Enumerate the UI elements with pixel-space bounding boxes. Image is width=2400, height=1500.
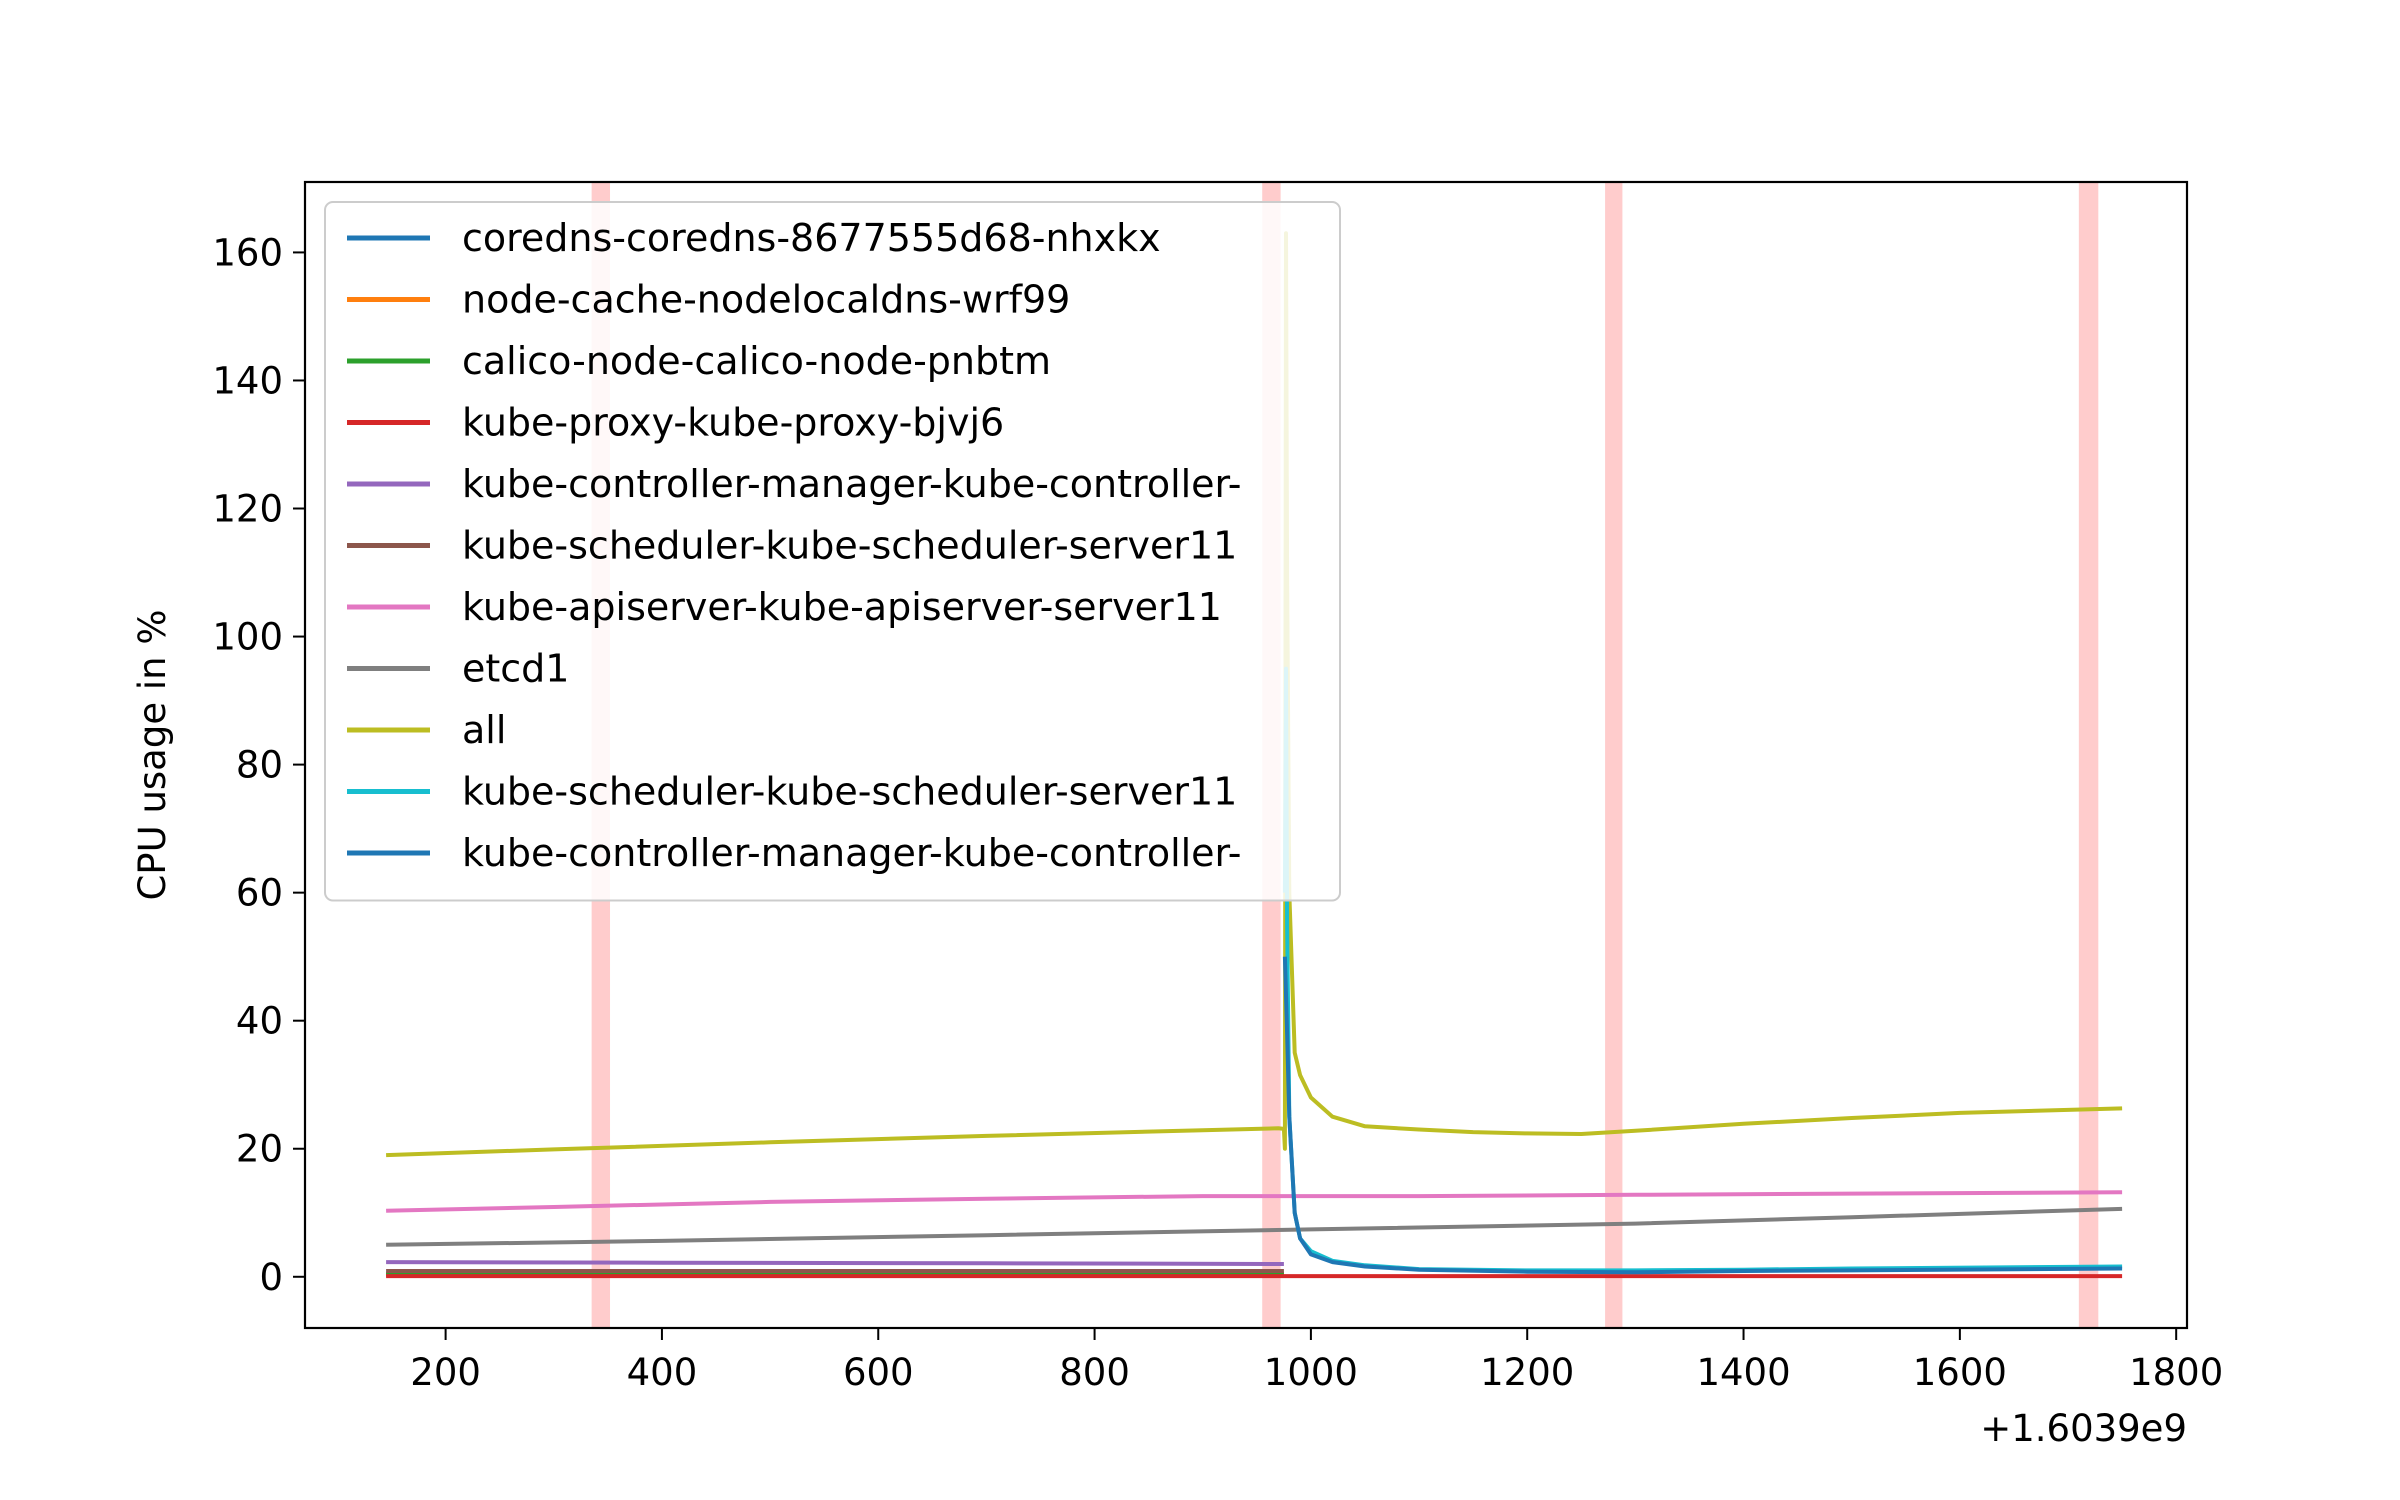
- x-axis-offset-label: +1.6039e9: [1980, 1407, 2187, 1450]
- x-tick-label: 1600: [1913, 1351, 2007, 1394]
- legend-label: node-cache-nodelocaldns-wrf99: [462, 278, 1070, 322]
- legend-label: coredns-coredns-8677555d68-nhxkx: [462, 216, 1161, 260]
- legend-label: all: [462, 708, 506, 752]
- x-tick-label: 1800: [2129, 1351, 2223, 1394]
- y-tick-label: 100: [212, 616, 283, 659]
- legend-label: kube-proxy-kube-proxy-bjvj6: [462, 401, 1004, 445]
- x-tick-label: 1000: [1264, 1351, 1358, 1394]
- x-tick-label: 200: [410, 1351, 481, 1394]
- y-tick-label: 20: [236, 1128, 283, 1171]
- series-line-5: [386, 1260, 1284, 1266]
- series-line-10: [1282, 666, 2123, 1273]
- legend: coredns-coredns-8677555d68-nhxkx node-cac…: [324, 201, 1341, 902]
- legend-box: [324, 201, 1341, 902]
- x-tick-label: 600: [843, 1351, 914, 1394]
- x-tick-label: 800: [1059, 1351, 1130, 1394]
- y-tick-label: 160: [212, 231, 283, 274]
- y-tick-label: 40: [236, 1000, 283, 1043]
- legend-label: kube-controller-manager-kube-controller-: [462, 831, 1241, 875]
- y-axis-label: CPU usage in %: [131, 609, 174, 900]
- y-tick-label: 120: [212, 488, 283, 531]
- highlight-band-4: [2078, 182, 2099, 1328]
- legend-label: etcd1: [462, 647, 569, 691]
- series-line-11: [1282, 956, 2123, 1275]
- legend-label: kube-apiserver-kube-apiserver-server11: [462, 585, 1222, 629]
- series-lines: [386, 231, 2123, 1279]
- highlight-band-3: [1605, 182, 1623, 1328]
- legend-label: kube-scheduler-kube-scheduler-server11: [462, 524, 1237, 568]
- x-tick-label: 1200: [1480, 1351, 1574, 1394]
- y-tick-label: 60: [236, 872, 283, 915]
- legend-label: calico-node-calico-node-pnbtm: [462, 339, 1051, 383]
- legend-label: kube-scheduler-kube-scheduler-server11: [462, 770, 1237, 814]
- x-axis-ticks: 200 400 600 800 1000 1200 1400 1600 1800: [410, 1328, 2223, 1394]
- y-axis-ticks: 0 20 40 60 80 100 120 140 160: [212, 231, 305, 1299]
- y-tick-label: 80: [236, 744, 283, 787]
- plot-frame: [303, 180, 2189, 1330]
- legend-label: kube-controller-manager-kube-controller-: [462, 462, 1241, 506]
- series-line-9: [386, 231, 2123, 1158]
- y-tick-label: 0: [259, 1256, 283, 1299]
- y-tick-label: 140: [212, 359, 283, 402]
- x-tick-label: 400: [627, 1351, 698, 1394]
- series-line-8: [386, 1206, 2123, 1247]
- series-line-7: [386, 1190, 2123, 1213]
- x-tick-label: 1400: [1696, 1351, 1790, 1394]
